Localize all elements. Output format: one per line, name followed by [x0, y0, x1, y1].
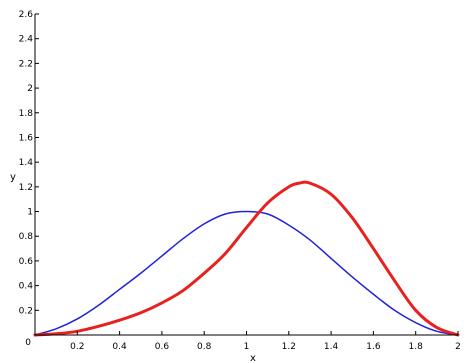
x-tick-label: 0.2 — [70, 342, 84, 352]
series-blue-line — [34, 210, 459, 336]
x-tick-label: 1.2 — [282, 342, 296, 352]
series-layer — [33, 180, 460, 337]
y-axis-label: y — [10, 172, 16, 183]
y-tick-label: 2.2 — [19, 59, 33, 69]
y-tick-label: 1.8 — [19, 109, 34, 119]
y-tick-label: 0.4 — [19, 282, 34, 292]
y-tick-label: 1.4 — [19, 158, 34, 168]
origin-tick-label: 0 — [25, 338, 31, 348]
x-axis-label: x — [250, 353, 256, 364]
x-tick-label: 1.6 — [366, 342, 381, 352]
x-tick-label: 1.8 — [409, 342, 424, 352]
y-tick-label: 0.6 — [19, 257, 34, 267]
ticks-layer: 0.2 0.4 0.6 0.8 1 1.2 1.4 1.6 1.8 2 0 0.2 0.4 0.6 0.8 1… — [19, 10, 461, 352]
x-tick-label: 0.4 — [112, 342, 127, 352]
x-tick-label: 0.8 — [197, 342, 212, 352]
y-tick-label: 1.2 — [19, 183, 33, 193]
y-tick-label: 1.6 — [19, 133, 34, 143]
y-tick-label: 0.8 — [19, 232, 34, 242]
x-tick-label: 2 — [455, 342, 461, 352]
axes-layer — [34, 14, 458, 336]
series-red-line — [33, 180, 460, 337]
x-tick-label: 0.6 — [155, 342, 170, 352]
y-tick-label: 2.4 — [19, 35, 34, 45]
y-tick-label: 1 — [27, 208, 33, 218]
y-tick-label: 2.6 — [19, 10, 34, 20]
x-tick-label: 1 — [244, 342, 250, 352]
y-tick-label: 0.2 — [19, 306, 33, 316]
x-tick-label: 1.4 — [324, 342, 339, 352]
y-tick-label: 2 — [27, 84, 33, 94]
